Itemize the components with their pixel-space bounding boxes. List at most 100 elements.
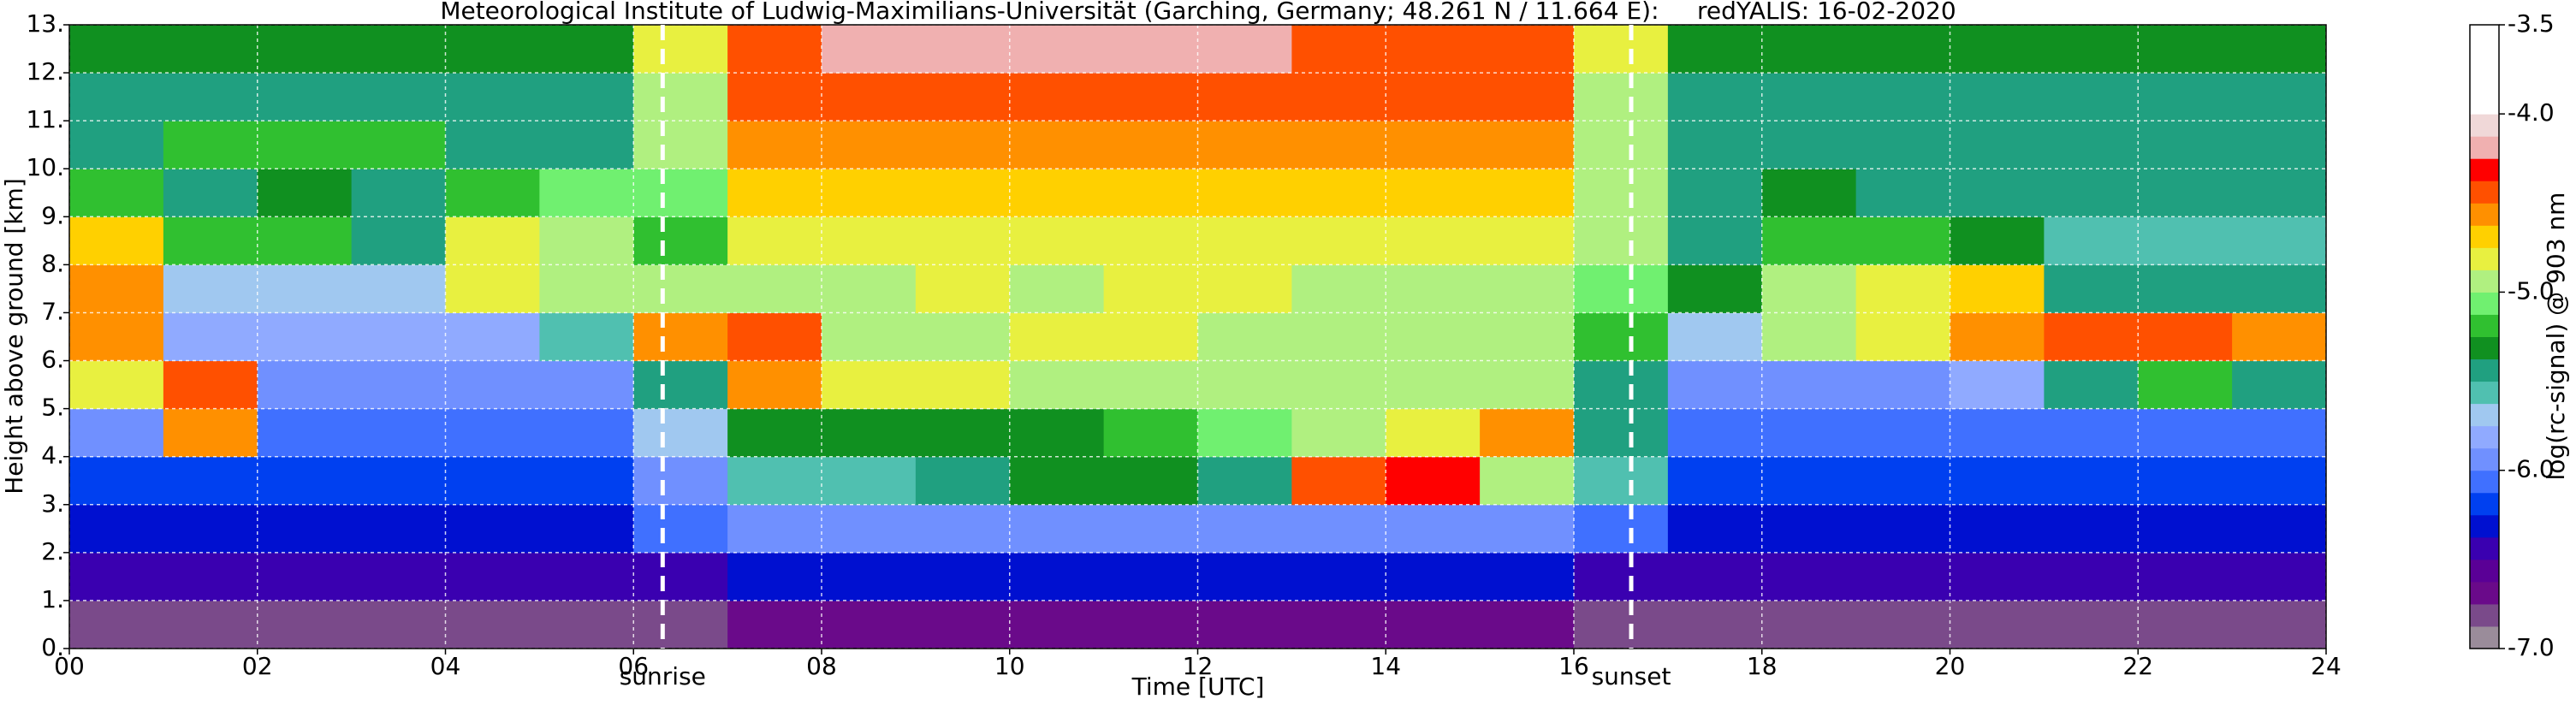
colorbar-swatch [2470, 225, 2499, 248]
heat-cell [633, 169, 728, 217]
heat-cell [633, 552, 728, 601]
heat-cell [257, 600, 353, 649]
heat-cell [1574, 73, 1669, 121]
heat-cell [1480, 600, 1575, 649]
heat-cell [69, 456, 164, 506]
heat-cell [915, 73, 1011, 121]
heat-cell [1291, 25, 1386, 74]
heat-cell [2138, 264, 2233, 313]
heat-cell [1855, 216, 1950, 265]
y-tick-label: 2. [41, 537, 64, 566]
heat-cell [1009, 121, 1105, 169]
heat-cell [1480, 25, 1575, 74]
heat-cell [1950, 264, 2045, 313]
y-tick-label: 1. [41, 585, 64, 613]
heat-cell [539, 264, 634, 313]
heat-cell [633, 264, 728, 313]
heat-cell [351, 456, 446, 506]
colorbar-swatch [2470, 447, 2499, 471]
heat-cell [1667, 216, 1763, 265]
heat-cell [1667, 25, 1763, 74]
heat-cell [163, 456, 258, 506]
colorbar-swatch [2470, 514, 2499, 538]
heat-cell [727, 360, 822, 410]
y-tick-label: 13. [26, 9, 64, 38]
heat-cell [1197, 360, 1292, 410]
heat-cell [915, 169, 1011, 217]
heat-cell [1574, 169, 1669, 217]
heat-cell [727, 216, 822, 265]
heat-cell [69, 504, 164, 554]
heat-cell [1574, 600, 1669, 649]
heat-cell [1950, 504, 2045, 554]
heat-cell [915, 408, 1011, 458]
heat-cell [2044, 25, 2139, 74]
heat-cell [1386, 504, 1481, 554]
heat-cell [1480, 408, 1575, 458]
colorbar-swatch [2470, 203, 2499, 226]
colorbar-swatch [2470, 158, 2499, 181]
heat-cell [351, 216, 446, 265]
heat-cell [1291, 121, 1386, 169]
heat-cell [1950, 169, 2045, 217]
heat-cell [1009, 552, 1105, 601]
heat-cell [1761, 121, 1857, 169]
heat-cell [1950, 25, 2045, 74]
heat-cell [915, 264, 1011, 313]
heat-cell [1950, 600, 2045, 649]
heat-cell [1197, 408, 1292, 458]
x-tick-label: 16 [1558, 652, 1589, 680]
heat-cell [2232, 121, 2327, 169]
heat-cell [1197, 25, 1292, 74]
heat-cell [1291, 408, 1386, 458]
heat-cell [1103, 552, 1198, 601]
colorbar-frame [2469, 24, 2500, 649]
heat-cell [445, 360, 540, 410]
colorbar-swatch [2470, 470, 2499, 494]
heat-cell [1103, 408, 1198, 458]
heat-cell [2138, 121, 2233, 169]
colorbar-swatch [2470, 181, 2499, 204]
heat-cell [1009, 25, 1105, 74]
heat-cell [1009, 456, 1105, 506]
heat-cell [2232, 216, 2327, 265]
colorbar-swatch [2470, 114, 2499, 137]
heat-cell [2232, 552, 2327, 601]
heat-cell [163, 408, 258, 458]
heat-cell [351, 25, 446, 74]
colorbar-tick-label: -4.0 [2508, 98, 2555, 127]
heat-cell [1761, 600, 1857, 649]
heat-cell [633, 73, 728, 121]
heat-cell [727, 552, 822, 601]
heat-cell [163, 264, 258, 313]
heat-cell [1197, 504, 1292, 554]
heat-cell [69, 408, 164, 458]
heat-cell [2044, 216, 2139, 265]
heat-cell [351, 408, 446, 458]
heat-cell [1950, 360, 2045, 410]
x-tick-label: 12 [1183, 652, 1214, 680]
heat-cell [1009, 600, 1105, 649]
heat-cell [1480, 552, 1575, 601]
heat-cell [2138, 600, 2233, 649]
heat-cell [1855, 360, 1950, 410]
y-tick-label: 10. [26, 153, 64, 181]
heat-cell [822, 73, 917, 121]
heat-cell [1855, 504, 1950, 554]
heat-cell [1103, 169, 1198, 217]
heat-cell [915, 552, 1011, 601]
heat-cell [1480, 73, 1575, 121]
heat-cell [2232, 456, 2327, 506]
heat-cell [257, 25, 353, 74]
heat-cell [1009, 408, 1105, 458]
colorbar-swatch [2470, 603, 2499, 627]
heat-cell [257, 169, 353, 217]
heat-cell [1480, 264, 1575, 313]
x-tick-label: 00 [54, 652, 85, 680]
y-tick-label: 5. [41, 394, 64, 422]
heat-cell [1667, 264, 1763, 313]
heat-cell [1386, 456, 1481, 506]
heat-cell [633, 25, 728, 74]
heat-cell [445, 73, 540, 121]
